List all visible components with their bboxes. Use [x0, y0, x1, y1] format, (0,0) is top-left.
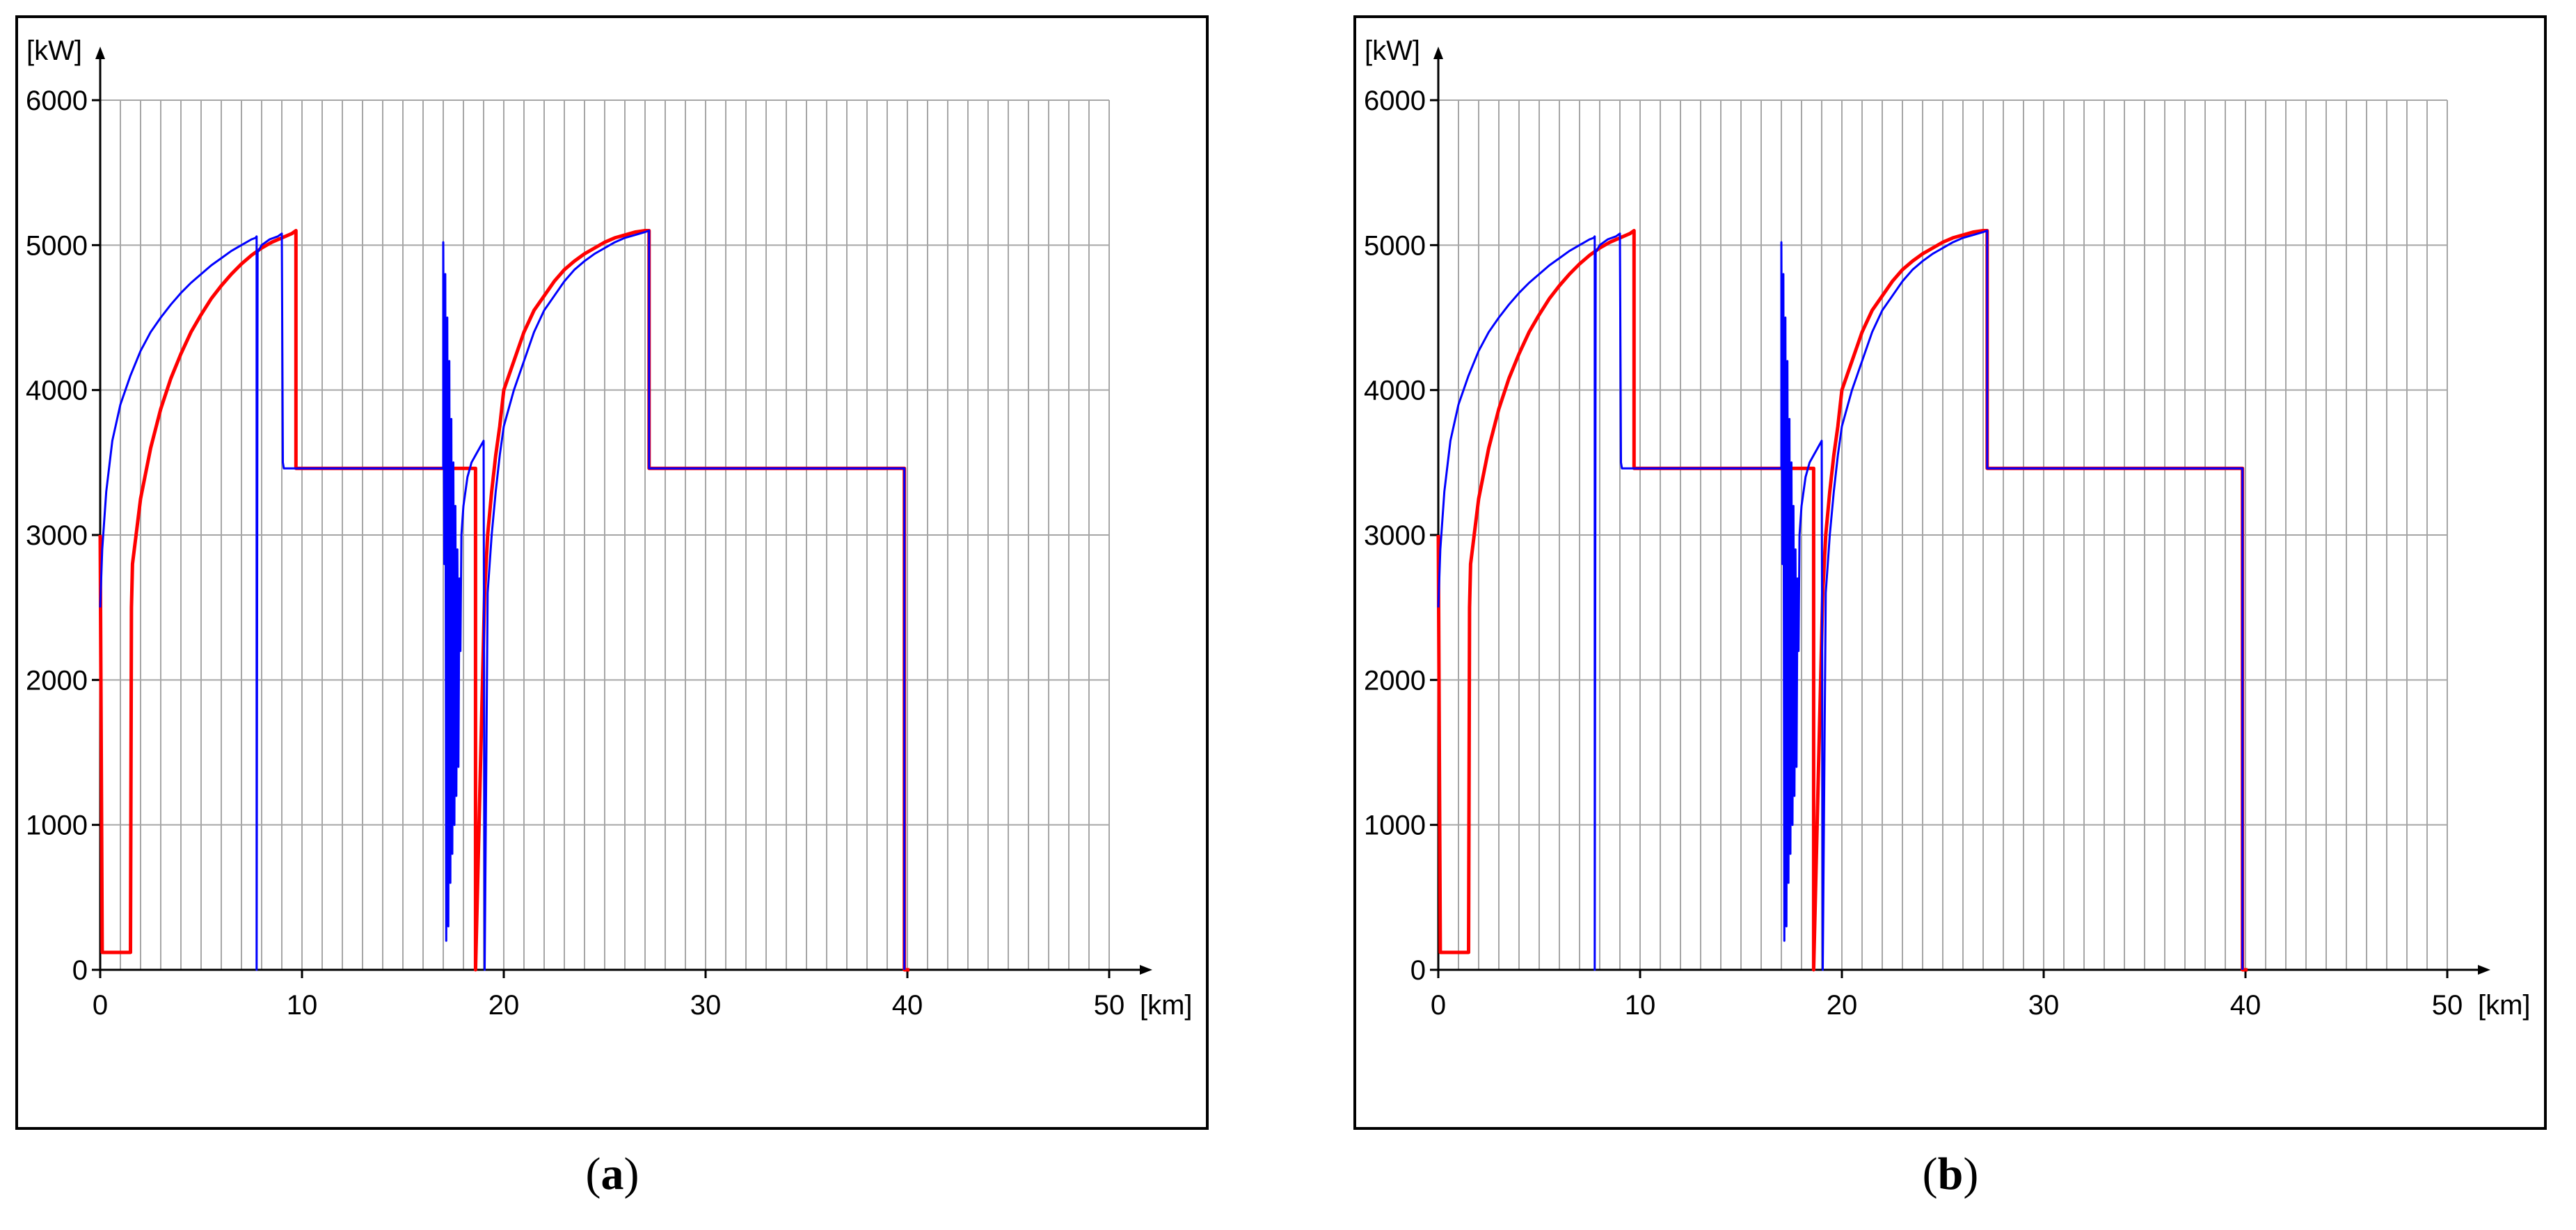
x-tick-label: 50: [2432, 990, 2463, 1021]
y-tick-label: 0: [1410, 955, 1426, 986]
y-tick-label: 2000: [1364, 665, 1426, 696]
x-tick-label: 20: [1827, 990, 1858, 1021]
chart-a: 0 10 20 30 40 50 0 1000 2000 3000 4000 5000 6000 [kW]…: [26, 35, 1193, 1021]
caption-b: (b): [1922, 1149, 1979, 1199]
x-tick-label: 0: [93, 990, 108, 1021]
x-tick-label: 40: [892, 990, 923, 1021]
x-tick-label: 0: [1431, 990, 1446, 1021]
x-tick-label: 50: [1094, 990, 1125, 1021]
y-axis-label: [kW]: [26, 35, 82, 66]
y-axis-arrow: [1433, 47, 1443, 59]
x-tick-label: 20: [488, 990, 520, 1021]
y-tick-label: 6000: [1364, 86, 1426, 116]
y-tick-label: 4000: [26, 376, 88, 406]
y-tick-label: 4000: [1364, 376, 1426, 406]
y-tick-label: 5000: [1364, 230, 1426, 261]
series-line-red: [98, 229, 909, 972]
y-tick-label: 3000: [1364, 520, 1426, 551]
grid-b: [1438, 99, 2448, 970]
series-line-blue: [99, 230, 906, 971]
caption-b-label: b: [1937, 1149, 1964, 1199]
y-tick-label: 5000: [26, 230, 88, 261]
x-axis-label: [km]: [2478, 990, 2531, 1021]
caption-a-label: a: [601, 1149, 624, 1199]
y-tick-label: 3000: [26, 520, 88, 551]
x-axis-label: [km]: [1140, 990, 1193, 1021]
chart-panel-b: 0 10 20 30 40 50 0 1000 2000 3000 4000 5000 6000 [kW]…: [1353, 15, 2547, 1130]
y-axis-arrow: [95, 47, 105, 59]
x-tick-label: 30: [2028, 990, 2060, 1021]
chart-panel-a: 0 10 20 30 40 50 0 1000 2000 3000 4000 5000 6000 [kW]…: [15, 15, 1209, 1130]
series-line-blue: [1437, 230, 2244, 971]
x-tick-label: 10: [287, 990, 318, 1021]
x-tick-label: 40: [2230, 990, 2261, 1021]
y-tick-label: 2000: [26, 665, 88, 696]
y-tick-label: 1000: [26, 810, 88, 841]
x-axis-arrow: [1140, 965, 1152, 975]
caption-a: (a): [585, 1149, 639, 1199]
x-axis-arrow: [2478, 965, 2490, 975]
y-tick-label: 1000: [1364, 810, 1426, 841]
grid-a: [100, 99, 1110, 970]
x-tick-label: 30: [690, 990, 722, 1021]
series-line-red: [1436, 229, 2248, 972]
y-tick-label: 6000: [26, 86, 88, 116]
chart-b: 0 10 20 30 40 50 0 1000 2000 3000 4000 5000 6000 [kW]…: [1364, 35, 2531, 1021]
y-tick-label: 0: [72, 955, 88, 986]
y-axis-label: [kW]: [1365, 35, 1420, 66]
x-tick-label: 10: [1625, 990, 1656, 1021]
